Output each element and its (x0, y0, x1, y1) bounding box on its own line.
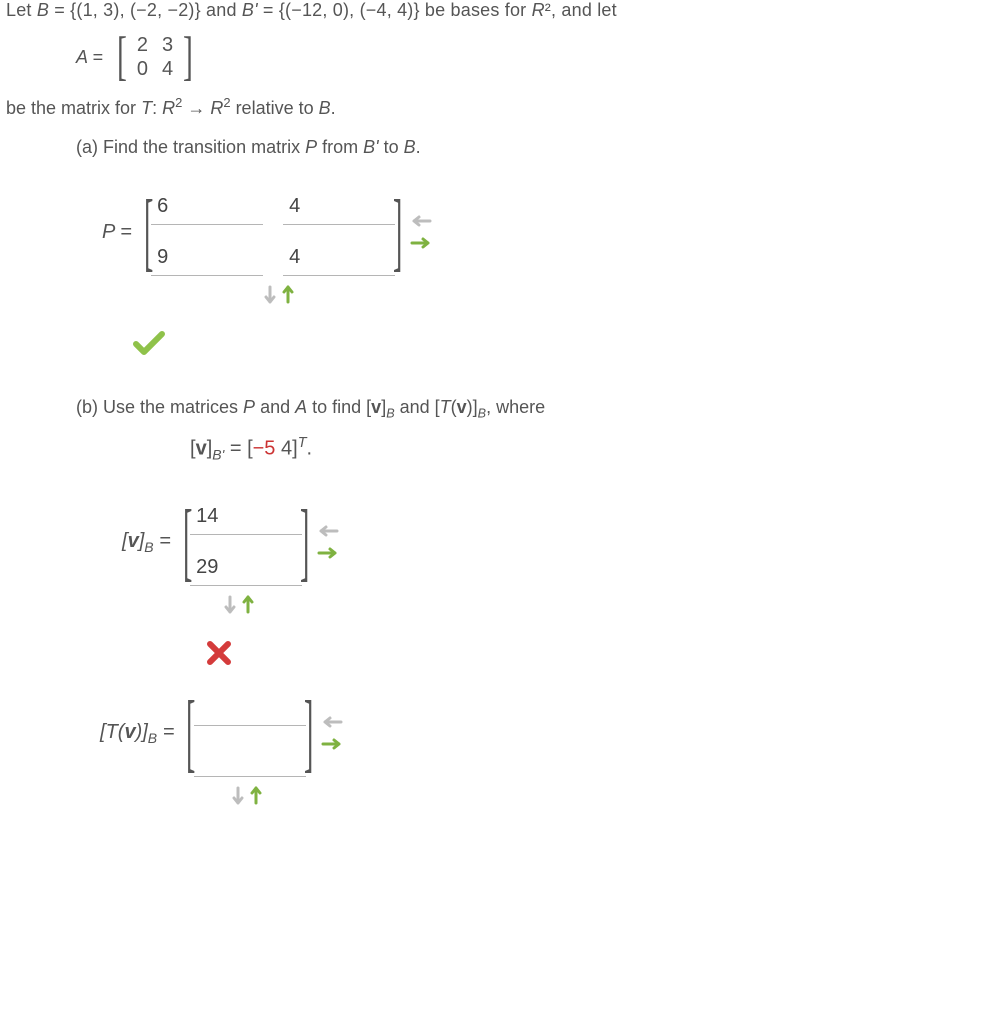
check-icon (132, 330, 1000, 363)
col-nav (315, 523, 341, 561)
t: be the matrix for (6, 98, 141, 118)
B: B (37, 0, 49, 20)
R: R (210, 98, 223, 118)
up-down-icons[interactable] (262, 284, 302, 306)
arrow-right-icon[interactable] (315, 545, 341, 561)
vB-label: [v]B = (122, 530, 171, 555)
row-nav-P (102, 284, 1000, 306)
p11-input[interactable] (151, 188, 263, 225)
a12: 3 (162, 33, 173, 57)
TvB-matrix: [ ] (188, 689, 311, 777)
a11: 2 (137, 33, 148, 57)
P-matrix: [ ] (146, 188, 401, 276)
vB-1-input[interactable] (190, 498, 302, 535)
P-label: P = (102, 221, 132, 244)
TvB-1-input[interactable] (194, 689, 306, 726)
vB-cells (190, 498, 302, 586)
v-Bprime: [v]B' = [−5 4]T. (190, 435, 1000, 463)
neg5: −5 (253, 437, 276, 459)
intro-line: Let B = {(1, 3), (−2, −2)} and B' = {(−1… (6, 0, 1000, 21)
dot: . (331, 98, 336, 118)
t: = {(1, 3), (−2, −2)} and (54, 0, 242, 20)
t: : (152, 98, 162, 118)
right-bracket-icon: ] (393, 197, 402, 267)
TvB-label: [T(v)]B = (100, 721, 174, 746)
arrow-left-icon[interactable] (408, 213, 434, 229)
TvB-cells (194, 689, 306, 777)
dot: . (306, 437, 312, 459)
row-nav-vB (122, 594, 1000, 616)
a21: 0 (137, 57, 148, 81)
part-a: (a) Find the transition matrix P from B'… (76, 137, 1000, 158)
A-label: A = (76, 47, 103, 68)
R: R (162, 98, 175, 118)
eq: = [ (230, 437, 253, 459)
row-nav-TvB (100, 785, 1000, 807)
vB-matrix: [ ] (185, 498, 308, 586)
sup2: ², and let (545, 0, 617, 20)
vB-answer: [v]B = [ ] (122, 498, 1000, 586)
left-bracket-icon: [ (117, 34, 127, 80)
p12-input[interactable] (283, 188, 395, 225)
B: B (319, 98, 331, 118)
right-bracket-icon: ] (300, 507, 309, 577)
relative-line: be the matrix for T: R2 → R2 relative to… (6, 95, 1000, 119)
up-down-icons[interactable] (222, 594, 262, 616)
p22-input[interactable] (283, 239, 395, 276)
TvB-2-input[interactable] (194, 740, 306, 777)
cross-icon (206, 640, 1000, 671)
matrix-A: A = [ 23 04 ] (76, 33, 1000, 81)
P-cells (151, 188, 395, 276)
t: = {(−12, 0), (−4, 4)} be bases for (263, 0, 532, 20)
sup2: 2 (175, 95, 182, 110)
a22: 4 (162, 57, 173, 81)
arrow-right-icon[interactable] (319, 736, 345, 752)
vB-2-input[interactable] (190, 549, 302, 586)
right-bracket-icon: ] (183, 34, 193, 80)
left-bracket-icon: [ (183, 507, 192, 577)
TvB-answer: [T(v)]B = [ ] (100, 689, 1000, 777)
col-nav (319, 714, 345, 752)
P-answer: P = [ ] (102, 188, 1000, 276)
A-brackets: [ 23 04 ] (113, 33, 197, 81)
four: 4] (275, 437, 297, 459)
arrow-left-icon[interactable] (319, 714, 345, 730)
arrow-right-icon[interactable] (408, 235, 434, 251)
R: R (532, 0, 545, 20)
part-b: (b) Use the matrices P and A to find [v]… (76, 397, 1000, 421)
t: Let (6, 0, 37, 20)
A-cells: 23 04 (131, 33, 179, 81)
p21-input[interactable] (151, 239, 263, 276)
sup2: 2 (223, 95, 230, 110)
t: relative to (236, 98, 319, 118)
problem-page: Let B = {(1, 3), (−2, −2)} and B' = {(−1… (0, 0, 1006, 861)
left-bracket-icon: [ (144, 197, 153, 267)
col-nav (408, 213, 434, 251)
T: T (141, 98, 152, 118)
B-prime: B' (242, 0, 258, 20)
arrow: → (187, 98, 210, 118)
up-down-icons[interactable] (230, 785, 270, 807)
arrow-left-icon[interactable] (315, 523, 341, 539)
left-bracket-icon: [ (186, 698, 195, 768)
right-bracket-icon: ] (304, 698, 313, 768)
